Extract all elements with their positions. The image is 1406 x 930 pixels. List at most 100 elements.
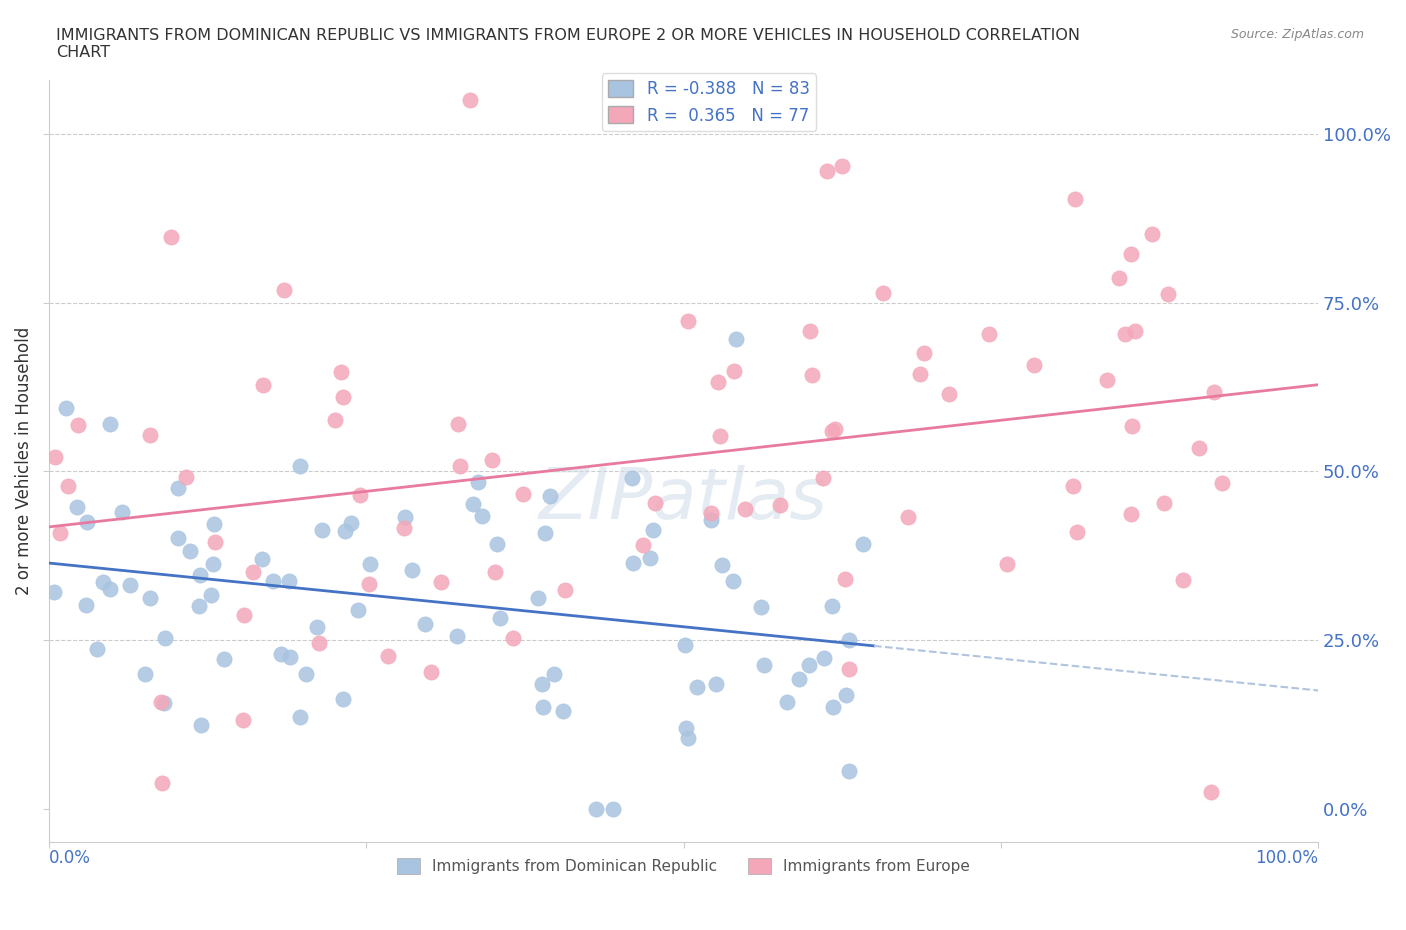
Point — [813, 650, 835, 665]
Point — [799, 324, 821, 339]
Point — [481, 453, 503, 468]
Point — [118, 578, 141, 592]
Point — [1157, 286, 1180, 301]
Point — [232, 607, 254, 622]
Point — [721, 574, 744, 589]
Point — [449, 458, 471, 473]
Point — [55, 401, 77, 416]
Text: ZIPatlas: ZIPatlas — [538, 465, 828, 534]
Point — [290, 458, 312, 473]
Point — [111, 505, 134, 520]
Point — [585, 802, 607, 817]
Point — [190, 718, 212, 733]
Point — [76, 514, 98, 529]
Point — [838, 632, 860, 647]
Point — [831, 159, 853, 174]
Point — [357, 577, 380, 591]
Point — [502, 631, 524, 645]
Point — [531, 677, 554, 692]
Point — [852, 536, 875, 551]
Point — [1119, 507, 1142, 522]
Point — [467, 474, 489, 489]
Point — [631, 538, 654, 552]
Point — [401, 563, 423, 578]
Point — [815, 164, 838, 179]
Point — [640, 551, 662, 565]
Point — [270, 646, 292, 661]
Point — [201, 556, 224, 571]
Point — [332, 390, 354, 405]
Text: 100.0%: 100.0% — [1256, 849, 1319, 867]
Point — [179, 543, 201, 558]
Legend: Immigrants from Dominican Republic, Immigrants from Europe: Immigrants from Dominican Republic, Immi… — [391, 853, 976, 881]
Point — [621, 471, 644, 485]
Point — [188, 599, 211, 614]
Point — [273, 283, 295, 298]
Point — [394, 510, 416, 525]
Point — [430, 575, 453, 590]
Point — [621, 555, 644, 570]
Point — [824, 421, 846, 436]
Point — [42, 584, 65, 599]
Point — [908, 366, 931, 381]
Point — [823, 699, 845, 714]
Point — [769, 498, 792, 512]
Point — [308, 635, 330, 650]
Point — [67, 418, 90, 432]
Point — [100, 417, 122, 432]
Text: IMMIGRANTS FROM DOMINICAN REPUBLIC VS IMMIGRANTS FROM EUROPE 2 OR MORE VEHICLES : IMMIGRANTS FROM DOMINICAN REPUBLIC VS IM… — [56, 28, 1080, 60]
Point — [1199, 785, 1222, 800]
Text: Source: ZipAtlas.com: Source: ZipAtlas.com — [1230, 28, 1364, 41]
Point — [1123, 324, 1146, 339]
Point — [333, 524, 356, 538]
Point — [484, 565, 506, 579]
Point — [1114, 326, 1136, 341]
Point — [707, 375, 730, 390]
Point — [138, 591, 160, 605]
Point — [278, 649, 301, 664]
Point — [329, 365, 352, 379]
Point — [150, 695, 173, 710]
Point — [710, 558, 733, 573]
Point — [686, 680, 709, 695]
Point — [749, 600, 772, 615]
Point — [75, 597, 97, 612]
Point — [155, 631, 177, 645]
Point — [787, 671, 810, 686]
Point — [799, 658, 821, 672]
Point — [420, 664, 443, 679]
Point — [602, 802, 624, 817]
Point — [1211, 476, 1233, 491]
Point — [979, 326, 1001, 341]
Point — [262, 574, 284, 589]
Point — [295, 666, 318, 681]
Point — [776, 695, 799, 710]
Point — [1204, 385, 1226, 400]
Point — [252, 551, 274, 566]
Point — [458, 93, 481, 108]
Point — [86, 642, 108, 657]
Point — [675, 720, 697, 735]
Point — [709, 429, 731, 444]
Point — [489, 610, 512, 625]
Point — [134, 667, 156, 682]
Point — [347, 603, 370, 618]
Point — [676, 313, 699, 328]
Point — [188, 567, 211, 582]
Point — [200, 588, 222, 603]
Point — [447, 417, 470, 432]
Point — [821, 424, 844, 439]
Point — [1171, 573, 1194, 588]
Point — [526, 591, 548, 605]
Point — [204, 535, 226, 550]
Point — [1108, 271, 1130, 286]
Point — [1024, 357, 1046, 372]
Point — [166, 530, 188, 545]
Point — [278, 574, 301, 589]
Point — [538, 488, 561, 503]
Text: 0.0%: 0.0% — [49, 849, 91, 867]
Point — [912, 345, 935, 360]
Point — [995, 556, 1018, 571]
Point — [644, 496, 666, 511]
Point — [446, 629, 468, 644]
